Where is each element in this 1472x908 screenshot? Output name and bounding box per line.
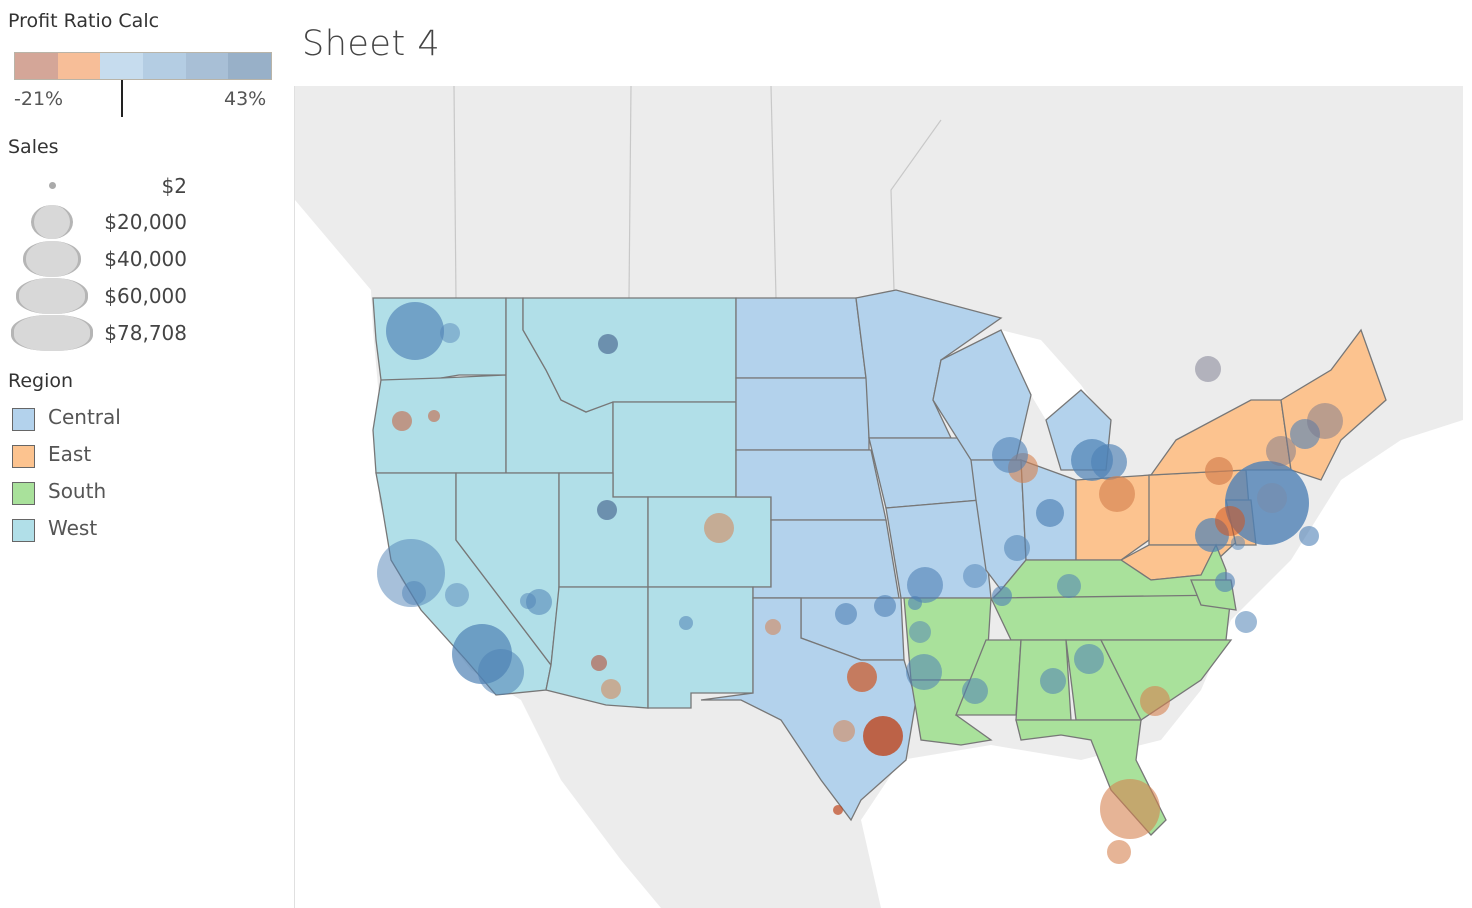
data-mark[interactable] — [909, 621, 931, 643]
sales-legend-label: $60,000 — [104, 284, 187, 308]
ramp-step — [100, 53, 144, 79]
data-mark[interactable] — [874, 595, 896, 617]
ramp-max-label: 43% — [224, 88, 267, 110]
profit-ratio-color-ramp[interactable] — [14, 52, 272, 80]
data-mark[interactable] — [597, 500, 617, 520]
sales-legend-title: Sales — [8, 136, 59, 158]
region-label: South — [48, 479, 107, 503]
data-mark[interactable] — [1205, 457, 1233, 485]
sales-legend-label: $20,000 — [104, 210, 187, 234]
south-swatch — [12, 482, 35, 505]
zero-marker — [121, 80, 123, 117]
data-mark[interactable] — [833, 720, 855, 742]
size-circle-icon — [11, 315, 93, 351]
data-mark[interactable] — [1235, 611, 1257, 633]
sales-legend-label: $2 — [161, 174, 187, 198]
ramp-step — [143, 53, 186, 79]
east-swatch — [12, 445, 35, 468]
profit-ratio-legend-title: Profit Ratio Calc — [8, 10, 160, 32]
data-mark[interactable] — [1140, 686, 1170, 716]
data-mark[interactable] — [386, 302, 444, 360]
sales-legend-item[interactable]: $60,000 — [0, 278, 190, 314]
data-mark[interactable] — [992, 437, 1028, 473]
data-mark[interactable] — [1004, 535, 1030, 561]
size-circle-icon — [16, 278, 88, 314]
data-mark[interactable] — [963, 564, 987, 588]
data-mark[interactable] — [392, 411, 412, 431]
data-mark[interactable] — [833, 805, 843, 815]
data-mark[interactable] — [1107, 840, 1131, 864]
pacific-ocean — [295, 200, 661, 908]
sales-legend-item[interactable]: $2 — [0, 168, 190, 204]
region-label: West — [48, 516, 98, 540]
size-circle-icon — [23, 241, 81, 277]
sheet-title: Sheet 4 — [302, 24, 441, 64]
data-mark[interactable] — [601, 679, 621, 699]
map-view[interactable] — [294, 86, 1463, 908]
data-mark[interactable] — [1215, 506, 1245, 536]
region-label: East — [48, 442, 92, 466]
sales-legend-item[interactable]: $20,000 — [0, 204, 190, 240]
sales-legend-label: $78,708 — [104, 321, 187, 345]
data-mark[interactable] — [908, 596, 922, 610]
ramp-step — [185, 53, 229, 79]
data-mark[interactable] — [906, 654, 942, 690]
legend-panel: Profit Ratio Calc -21% 43% Sales $2 $20,… — [0, 0, 290, 908]
data-mark[interactable] — [440, 323, 460, 343]
data-mark[interactable] — [445, 583, 469, 607]
data-mark[interactable] — [863, 716, 903, 756]
data-mark[interactable] — [847, 662, 877, 692]
sales-legend-item[interactable]: $78,708 — [0, 315, 190, 351]
data-mark[interactable] — [1257, 483, 1287, 513]
data-mark[interactable] — [428, 410, 440, 422]
data-mark[interactable] — [402, 581, 426, 605]
data-mark[interactable] — [1040, 668, 1066, 694]
data-mark[interactable] — [1036, 499, 1064, 527]
data-mark[interactable] — [478, 649, 524, 695]
data-mark[interactable] — [1215, 572, 1235, 592]
data-mark[interactable] — [1099, 476, 1135, 512]
data-mark[interactable] — [1074, 644, 1104, 674]
west-swatch — [12, 519, 35, 542]
ramp-step — [15, 53, 58, 79]
region-label: Central — [48, 405, 121, 429]
data-mark[interactable] — [1057, 574, 1081, 598]
size-circle-icon — [31, 205, 73, 239]
sales-legend-item[interactable]: $40,000 — [0, 241, 190, 277]
central-swatch — [12, 408, 35, 431]
ramp-min-label: -21% — [14, 88, 64, 110]
data-mark[interactable] — [704, 513, 734, 543]
sales-legend-label: $40,000 — [104, 247, 187, 271]
data-mark[interactable] — [1091, 444, 1127, 480]
region-legend-title: Region — [8, 370, 74, 392]
data-mark[interactable] — [962, 678, 988, 704]
data-mark[interactable] — [679, 616, 693, 630]
data-mark[interactable] — [1231, 536, 1245, 550]
data-mark[interactable] — [1100, 779, 1160, 839]
data-mark[interactable] — [520, 593, 536, 609]
data-mark[interactable] — [591, 655, 607, 671]
ramp-step — [228, 53, 272, 79]
data-mark[interactable] — [992, 586, 1012, 606]
ramp-step — [57, 53, 101, 79]
data-mark[interactable] — [598, 334, 618, 354]
data-mark[interactable] — [1195, 356, 1221, 382]
data-mark[interactable] — [765, 619, 781, 635]
data-mark[interactable] — [835, 603, 857, 625]
data-mark[interactable] — [1307, 403, 1343, 439]
size-dot-icon — [49, 182, 56, 189]
data-mark[interactable] — [1299, 526, 1319, 546]
